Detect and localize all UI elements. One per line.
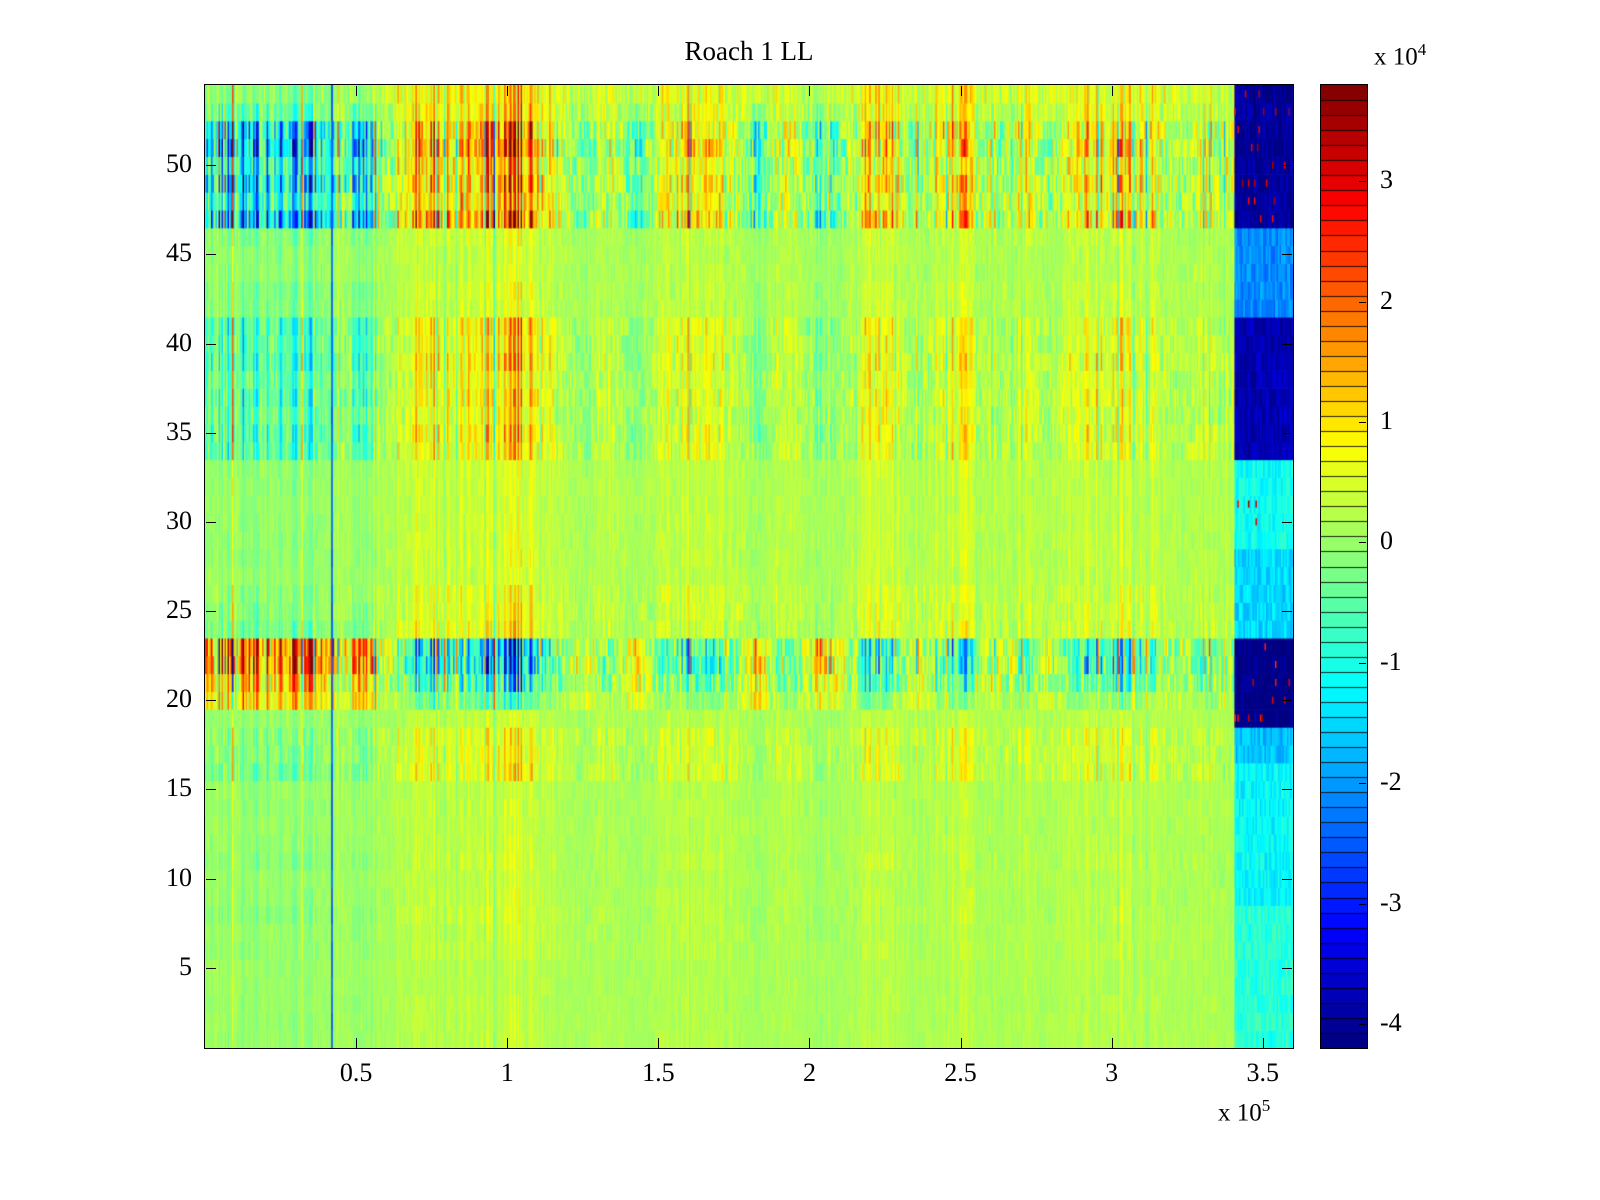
colorbar-tick-mark	[1359, 422, 1366, 424]
colorbar-tick-label: -2	[1380, 767, 1402, 797]
x-tick-mark-top	[1111, 86, 1113, 96]
y-tick-mark-right	[1282, 611, 1292, 613]
y-tick-mark	[206, 254, 216, 256]
y-tick-label: 45	[166, 238, 192, 268]
heatmap-canvas	[204, 84, 1294, 1049]
colorbar-tick-mark	[1359, 783, 1366, 785]
chart-title: Roach 1 LL	[684, 36, 814, 66]
x-tick-mark-top	[1262, 86, 1264, 96]
x-tick-mark	[356, 1038, 358, 1048]
y-tick-label: 25	[166, 595, 192, 625]
y-tick-mark	[206, 700, 216, 702]
y-tick-mark-right	[1282, 432, 1292, 434]
y-tick-mark	[206, 611, 216, 613]
y-tick-mark-right	[1282, 343, 1292, 345]
colorbar-exponent-label: x 104	[1374, 40, 1426, 71]
x-tick-mark-top	[356, 86, 358, 96]
colorbar-tick-mark	[1359, 1023, 1366, 1025]
y-tick-label: 10	[166, 862, 192, 892]
x-tick-label: 2	[802, 1058, 816, 1087]
x-tick-mark	[507, 1038, 509, 1048]
colorbar-tick-mark	[1359, 181, 1366, 183]
x-tick-mark-top	[809, 86, 811, 96]
colorbar-canvas	[1320, 84, 1368, 1049]
x-tick-mark	[1262, 1038, 1264, 1048]
x-tick-mark	[809, 1038, 811, 1048]
y-tick-label: 35	[166, 416, 192, 446]
y-tick-mark	[206, 521, 216, 523]
x-tick-mark	[960, 1038, 962, 1048]
colorbar-tick-mark	[1359, 542, 1366, 544]
colorbar-tick-mark	[1359, 301, 1366, 303]
x-tick-mark-top	[507, 86, 509, 96]
y-tick-mark-right	[1282, 878, 1292, 880]
colorbar-tick-label: -3	[1380, 887, 1402, 917]
colorbar-tick-label: -4	[1380, 1007, 1402, 1037]
x-tick-label: 0.5	[339, 1058, 373, 1087]
x-tick-label: 3	[1105, 1058, 1119, 1087]
y-tick-mark	[206, 878, 216, 880]
colorbar-tick-mark	[1359, 662, 1366, 664]
y-tick-mark-right	[1282, 165, 1292, 167]
cb-exp-base: x 10	[1374, 43, 1418, 71]
y-tick-mark-right	[1282, 967, 1292, 969]
x-tick-mark-top	[960, 86, 962, 96]
y-tick-label: 5	[179, 951, 192, 981]
y-tick-mark-right	[1282, 521, 1292, 523]
colorbar-tick-label: 3	[1380, 165, 1393, 195]
x-tick-mark-top	[658, 86, 660, 96]
colorbar-tick-mark	[1359, 903, 1366, 905]
colorbar-tick-label: 1	[1380, 406, 1393, 436]
y-tick-label: 15	[166, 773, 192, 803]
y-tick-label: 40	[166, 327, 192, 357]
colorbar-tick-label: 0	[1380, 526, 1393, 556]
x-tick-label: 1	[500, 1058, 514, 1087]
x-axis-exponent-label: x 105	[1218, 1096, 1270, 1127]
x-tick-mark	[1111, 1038, 1113, 1048]
y-tick-label: 30	[166, 505, 192, 535]
y-tick-label: 50	[166, 149, 192, 179]
x-tick-mark	[658, 1038, 660, 1048]
x-tick-label: 3.5	[1246, 1058, 1280, 1087]
colorbar-tick-label: 2	[1380, 285, 1393, 315]
x-exp-sup: 5	[1261, 1096, 1271, 1115]
y-tick-mark-right	[1282, 700, 1292, 702]
y-tick-label: 20	[166, 684, 192, 714]
x-tick-label: 1.5	[642, 1058, 675, 1087]
x-tick-label: 2.5	[944, 1058, 977, 1087]
y-tick-mark	[206, 967, 216, 969]
y-tick-mark	[206, 789, 216, 791]
y-tick-mark-right	[1282, 254, 1292, 256]
colorbar-tick-label: -1	[1380, 646, 1402, 676]
cb-exp-sup: 4	[1417, 40, 1427, 59]
x-exp-base: x 10	[1218, 1099, 1262, 1127]
y-tick-mark	[206, 432, 216, 434]
y-tick-mark	[206, 343, 216, 345]
y-tick-mark-right	[1282, 789, 1292, 791]
y-tick-mark	[206, 165, 216, 167]
